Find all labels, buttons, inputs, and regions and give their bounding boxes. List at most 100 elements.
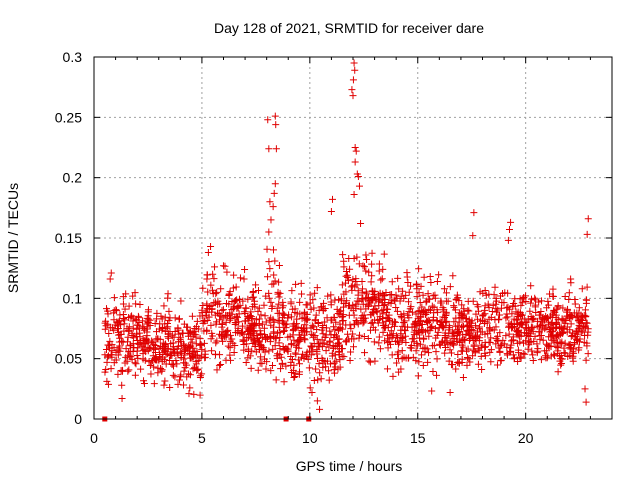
data-point	[447, 349, 455, 357]
data-point	[330, 323, 338, 331]
data-point	[338, 317, 346, 325]
data-point	[502, 314, 510, 322]
data-point	[454, 351, 462, 359]
data-point	[376, 315, 384, 323]
data-point	[255, 321, 263, 329]
y-tick-label: 0.2	[63, 170, 83, 186]
data-point	[371, 357, 379, 365]
data-point-extreme	[470, 209, 478, 217]
data-point	[499, 290, 507, 298]
data-point	[409, 353, 417, 361]
data-point	[253, 334, 261, 342]
data-point	[210, 275, 218, 283]
data-point	[455, 318, 463, 326]
data-point	[486, 324, 494, 332]
data-point	[338, 325, 346, 333]
data-point-extreme	[267, 216, 275, 224]
data-point	[472, 322, 480, 330]
data-point	[473, 315, 481, 323]
data-point	[261, 312, 269, 320]
data-point	[356, 331, 364, 339]
data-point	[402, 339, 410, 347]
data-point	[426, 327, 434, 335]
data-point	[470, 341, 478, 349]
data-point	[122, 345, 130, 353]
data-point	[299, 350, 307, 358]
data-point	[132, 316, 140, 324]
data-point	[282, 324, 290, 332]
data-point	[340, 263, 348, 271]
data-point	[382, 314, 390, 322]
data-point	[310, 377, 318, 385]
data-point	[257, 311, 265, 319]
data-point	[243, 324, 251, 332]
data-point	[375, 260, 383, 268]
data-point	[487, 313, 495, 321]
data-point	[362, 267, 370, 275]
data-point	[177, 297, 185, 305]
data-point	[151, 319, 159, 327]
data-point-extreme	[584, 215, 592, 223]
data-point	[466, 334, 474, 342]
data-point	[358, 285, 366, 293]
data-point	[484, 300, 492, 308]
data-point	[186, 354, 194, 362]
data-point	[474, 345, 482, 353]
data-point	[103, 377, 111, 385]
data-point	[229, 304, 237, 312]
data-point-extreme	[504, 236, 512, 244]
data-point	[532, 296, 540, 304]
data-point	[375, 298, 383, 306]
data-point	[183, 373, 191, 381]
data-point	[355, 334, 363, 342]
data-point	[579, 327, 587, 335]
data-point	[187, 342, 195, 350]
data-point	[567, 311, 575, 319]
data-point	[219, 262, 227, 270]
data-point	[172, 357, 180, 364]
data-point	[150, 355, 158, 363]
data-point	[524, 324, 532, 332]
data-point	[306, 299, 314, 307]
data-point	[160, 381, 168, 389]
data-point	[200, 327, 208, 335]
data-point	[554, 344, 562, 352]
data-point	[265, 294, 273, 302]
data-point	[426, 273, 434, 281]
data-point	[208, 347, 216, 355]
data-point	[265, 258, 273, 266]
data-point	[446, 324, 454, 332]
data-point	[343, 336, 351, 344]
y-tick-label: 0.15	[55, 230, 82, 246]
data-point	[287, 352, 295, 360]
data-point	[297, 279, 305, 287]
data-point	[477, 352, 485, 360]
data-point	[193, 348, 201, 356]
data-point	[223, 268, 231, 276]
data-point	[229, 339, 237, 347]
data-point	[129, 348, 137, 356]
data-point	[302, 301, 310, 309]
data-point	[197, 352, 205, 360]
data-point	[569, 348, 577, 356]
data-point	[375, 333, 383, 341]
data-point	[192, 340, 200, 348]
data-point-extreme	[185, 390, 193, 398]
data-point	[287, 298, 295, 306]
data-point	[560, 349, 568, 357]
data-point	[441, 339, 449, 347]
data-point	[379, 265, 387, 273]
data-point	[514, 357, 522, 365]
data-point	[242, 359, 250, 367]
data-point	[469, 352, 477, 360]
data-point	[183, 344, 191, 352]
data-point	[119, 338, 127, 346]
data-point	[309, 333, 317, 341]
data-point	[224, 326, 232, 334]
data-point	[367, 326, 375, 334]
data-point	[481, 352, 489, 360]
data-point	[196, 341, 204, 349]
data-point	[303, 328, 311, 336]
data-point	[256, 327, 264, 335]
data-point	[405, 308, 413, 316]
